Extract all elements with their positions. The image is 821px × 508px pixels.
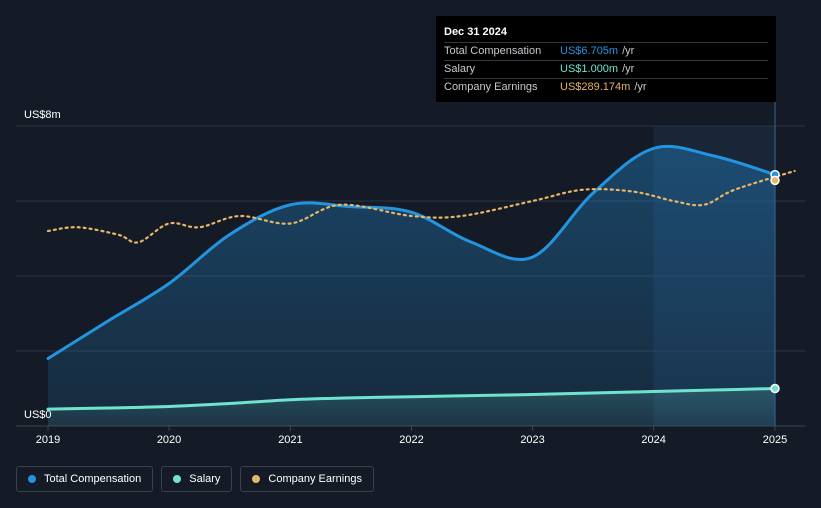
legend-item-salary[interactable]: Salary <box>161 466 233 492</box>
legend-label: Salary <box>189 473 221 485</box>
legend-item-company-earnings[interactable]: Company Earnings <box>240 466 374 492</box>
tooltip-title: Dec 31 2024 <box>444 24 768 43</box>
company-earnings-line <box>46 169 796 244</box>
x-tick-label: 2022 <box>399 434 423 446</box>
legend-item-total-compensation[interactable]: Total Compensation <box>16 466 154 492</box>
y-tick-label-top: US$8m <box>24 109 61 121</box>
legend-label: Company Earnings <box>268 473 362 485</box>
tooltip-row-label: Salary <box>444 63 476 75</box>
salary-line <box>46 387 777 411</box>
tooltip-row-value: US$1.000m <box>560 63 619 75</box>
tooltip-row-value: US$289.174m <box>560 81 631 93</box>
tooltip-row-label: Total Compensation <box>444 45 542 57</box>
tooltip-row-salary: Salary US$1.000m /yr <box>444 61 768 79</box>
legend-dot-icon <box>28 475 36 483</box>
x-tick-label: 2023 <box>520 434 544 446</box>
x-tick-label: 2020 <box>157 434 181 446</box>
x-tick-label: 2019 <box>36 434 60 446</box>
total-compensation-line <box>46 144 777 360</box>
salary-marker <box>770 383 780 394</box>
tooltip-row-label: Company Earnings <box>444 81 538 93</box>
tooltip-row-unit: /yr <box>634 81 647 93</box>
total-compensation-area <box>48 146 775 426</box>
x-tick-label: 2025 <box>763 434 787 446</box>
legend-dot-icon <box>252 475 261 483</box>
x-axis-ticks: 2019 2020 2021 2022 2023 2024 2025 <box>36 426 787 446</box>
area-layer <box>48 146 775 426</box>
company-earnings-marker <box>770 175 780 186</box>
x-tick-label: 2024 <box>641 434 665 446</box>
marker-layer <box>770 169 780 394</box>
y-tick-label-bottom: US$0 <box>24 409 52 421</box>
tooltip-row-unit: /yr <box>622 45 635 57</box>
line-layer <box>46 144 796 411</box>
legend: Total Compensation Salary Company Earnin… <box>16 466 374 492</box>
tooltip-row-unit: /yr <box>622 63 635 75</box>
x-tick-label: 2021 <box>278 434 302 446</box>
legend-label: Total Compensation <box>44 473 142 485</box>
legend-dot-icon <box>173 475 182 483</box>
tooltip: Dec 31 2024 Total Compensation US$6.705m… <box>436 16 776 102</box>
tooltip-row-company-earnings: Company Earnings US$289.174m /yr <box>444 79 768 96</box>
salary-area <box>48 388 775 426</box>
tooltip-row-value: US$6.705m <box>560 45 619 57</box>
tooltip-row-total-compensation: Total Compensation US$6.705m /yr <box>444 43 768 61</box>
